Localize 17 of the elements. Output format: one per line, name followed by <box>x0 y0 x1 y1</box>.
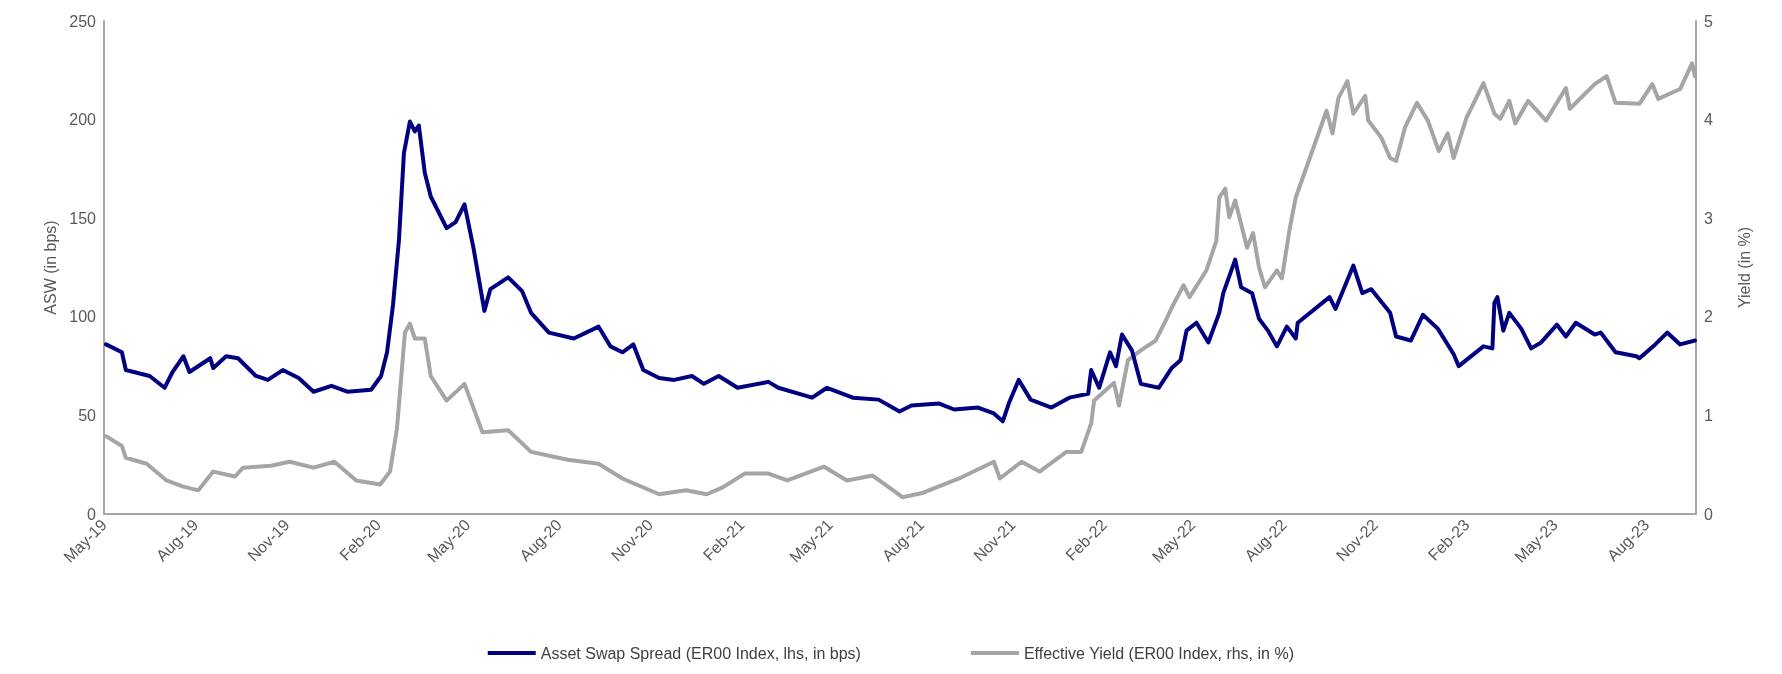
y-tick-label: 100 <box>69 308 97 326</box>
y-axis-title: ASW (in bps) <box>41 220 59 315</box>
y2-tick-label: 5 <box>1704 12 1713 30</box>
y-tick-label: 0 <box>87 505 97 523</box>
y2-tick-label: 2 <box>1704 308 1713 326</box>
y-tick-label: 250 <box>69 12 97 30</box>
y2-tick-label: 4 <box>1704 111 1713 129</box>
line-series <box>103 119 1698 424</box>
legend-label: Effective Yield (ER00 Index, rhs, in %) <box>1023 644 1294 662</box>
y2-tick-label: 0 <box>1704 505 1713 523</box>
y2-axis-title: Yield (in %) <box>1735 226 1753 309</box>
legend-label: Asset Swap Spread (ER00 Index, lhs, in bps) <box>540 644 861 662</box>
y2-tick-label: 1 <box>1704 406 1713 424</box>
y-tick-label: 200 <box>69 111 97 129</box>
y-tick-label: 150 <box>69 209 97 227</box>
y2-tick-label: 3 <box>1704 209 1713 227</box>
y-tick-label: 50 <box>78 406 97 424</box>
